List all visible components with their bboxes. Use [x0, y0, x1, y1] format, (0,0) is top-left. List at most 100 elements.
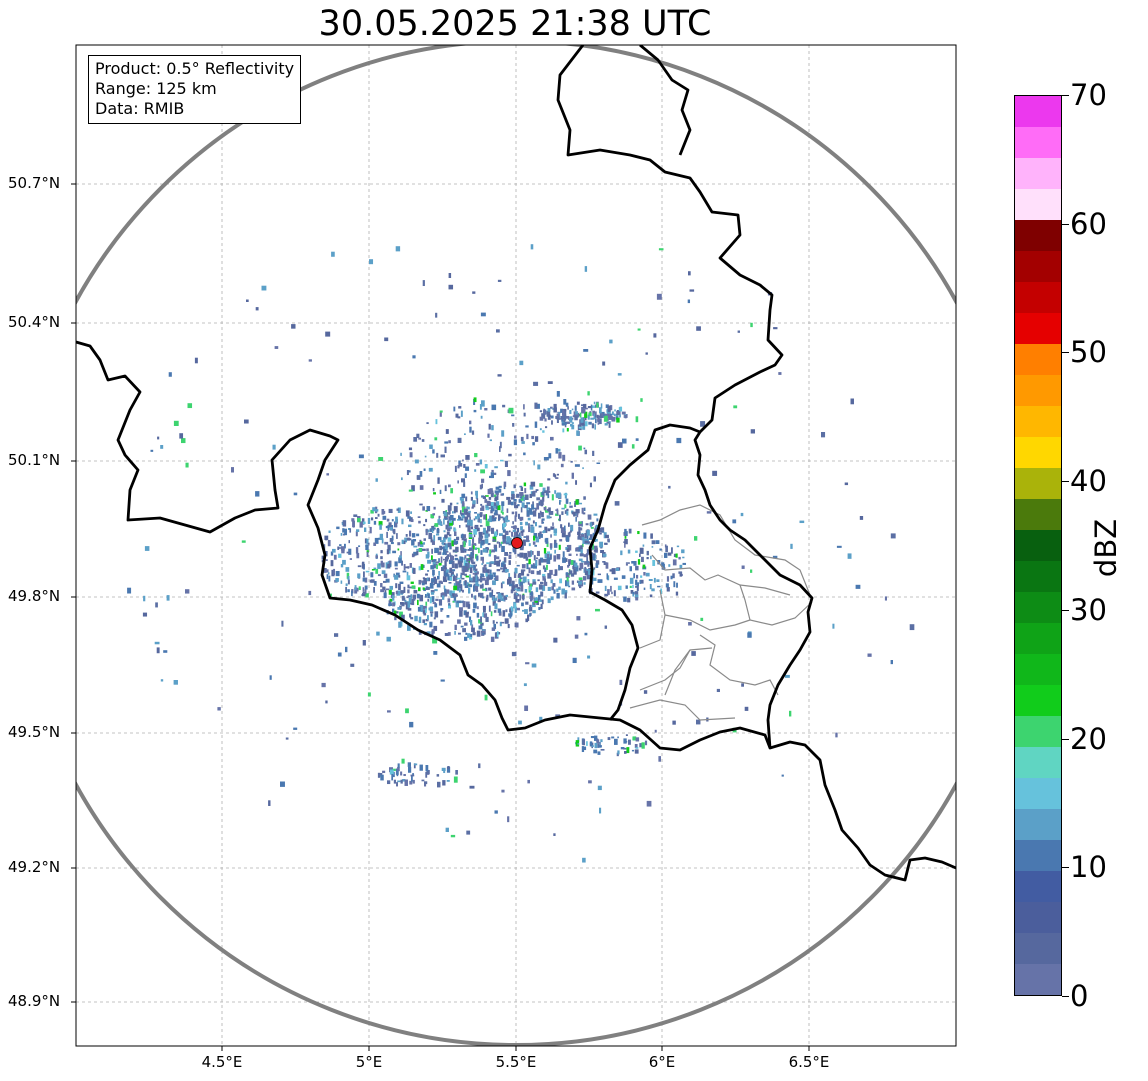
- echo-pixel: [527, 581, 530, 585]
- echo-pixel: [650, 533, 653, 539]
- echo-pixel: [594, 735, 598, 741]
- echo-pixel: [499, 543, 502, 547]
- echo-pixel: [417, 542, 420, 547]
- echo-pixel: [501, 789, 505, 793]
- echo-pixel: [456, 573, 458, 577]
- echo-pixel: [519, 577, 523, 580]
- echo-pixel: [590, 526, 594, 529]
- echo-pixel: [529, 607, 533, 612]
- echo-pixel: [527, 517, 531, 521]
- echo-pixel: [640, 575, 643, 578]
- echo-pixel: [411, 598, 415, 606]
- echo-pixel: [577, 536, 582, 540]
- echo-pixel: [498, 514, 501, 520]
- echo-pixel: [419, 503, 423, 506]
- echo-pixel: [564, 558, 568, 562]
- echo-pixel: [576, 580, 579, 583]
- echo-pixel: [475, 564, 477, 567]
- info-source: Data: RMIB: [95, 99, 185, 118]
- echo-pixel: [364, 527, 367, 532]
- echo-pixel: [479, 536, 483, 541]
- echo-pixel: [412, 553, 416, 557]
- echo-pixel: [778, 372, 782, 375]
- echo-pixel: [526, 504, 529, 511]
- echo-pixel: [451, 569, 456, 572]
- echo-pixel: [478, 592, 481, 597]
- echo-pixel: [617, 373, 622, 376]
- echo-pixel: [581, 746, 585, 753]
- echo-pixel: [586, 741, 588, 746]
- echo-pixel: [544, 578, 547, 585]
- echo-pixel: [397, 548, 400, 551]
- echo-pixel: [480, 556, 485, 561]
- echo-pixel: [532, 510, 537, 517]
- echo-pixel: [511, 526, 514, 528]
- echo-pixel: [635, 565, 639, 571]
- echo-pixel: [609, 405, 613, 411]
- echo-pixel: [447, 542, 452, 548]
- echo-pixel: [518, 579, 520, 585]
- echo-pixel: [550, 516, 552, 519]
- echo-pixel: [442, 540, 444, 546]
- echo-pixel: [454, 593, 458, 597]
- echo-pixel: [656, 579, 660, 582]
- echo-pixel: [468, 554, 471, 557]
- echo-pixel: [489, 561, 492, 567]
- echo-pixel: [511, 491, 515, 497]
- echo-pixel: [508, 613, 513, 617]
- echo-pixel: [433, 617, 436, 620]
- echo-pixel: [469, 426, 472, 433]
- echo-pixel: [449, 515, 454, 521]
- echo-pixel: [480, 616, 482, 623]
- echo-pixel: [272, 444, 276, 450]
- echo-pixel: [500, 567, 503, 570]
- echo-pixel: [597, 751, 601, 755]
- echo-pixel: [570, 460, 573, 463]
- echo-pixel: [675, 591, 679, 596]
- echo-pixel: [532, 520, 535, 524]
- echo-pixel: [611, 568, 616, 575]
- echo-pixel: [516, 607, 520, 611]
- echo-pixel: [562, 428, 565, 433]
- echo-pixel: [429, 444, 433, 449]
- echo-pixel: [388, 589, 392, 595]
- echo-pixel: [355, 547, 359, 554]
- echo-pixel: [487, 533, 490, 537]
- echo-pixel: [539, 716, 543, 722]
- echo-pixel: [328, 530, 331, 533]
- echo-pixel: [568, 570, 573, 575]
- echo-pixel: [479, 584, 484, 589]
- echo-pixel: [411, 533, 416, 538]
- echo-pixel: [589, 482, 592, 488]
- echo-pixel: [596, 518, 599, 522]
- echo-pixel: [619, 679, 623, 685]
- echo-pixel: [542, 487, 546, 493]
- echo-pixel: [482, 612, 485, 618]
- echo-pixel: [524, 589, 528, 593]
- echo-pixel: [571, 511, 575, 515]
- echo-pixel: [444, 534, 448, 539]
- echo-pixel: [597, 579, 603, 583]
- echo-pixel: [535, 560, 538, 567]
- echo-pixel: [479, 484, 482, 490]
- echo-pixel: [471, 548, 475, 554]
- echo-pixel: [599, 741, 601, 748]
- echo-pixel: [666, 587, 670, 592]
- echo-pixel: [522, 576, 527, 583]
- echo-pixel: [577, 737, 580, 742]
- echo-pixel: [577, 547, 581, 552]
- echo-pixel: [821, 432, 826, 438]
- echo-pixel: [326, 574, 329, 580]
- echo-pixel: [389, 585, 394, 590]
- echo-pixel: [464, 555, 467, 559]
- echo-pixel: [433, 559, 437, 562]
- echo-pixel: [616, 414, 619, 417]
- echo-pixel: [451, 593, 455, 598]
- echo-pixel: [671, 547, 673, 554]
- echo-pixel: [444, 560, 447, 567]
- echo-pixel: [566, 421, 570, 424]
- echo-pixel: [637, 328, 641, 331]
- echo-pixel: [467, 519, 470, 526]
- echo-pixel: [521, 564, 526, 569]
- echo-pixel: [536, 570, 540, 575]
